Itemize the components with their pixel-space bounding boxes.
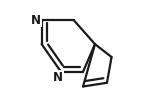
Text: N: N: [31, 14, 41, 27]
Text: N: N: [53, 71, 63, 84]
